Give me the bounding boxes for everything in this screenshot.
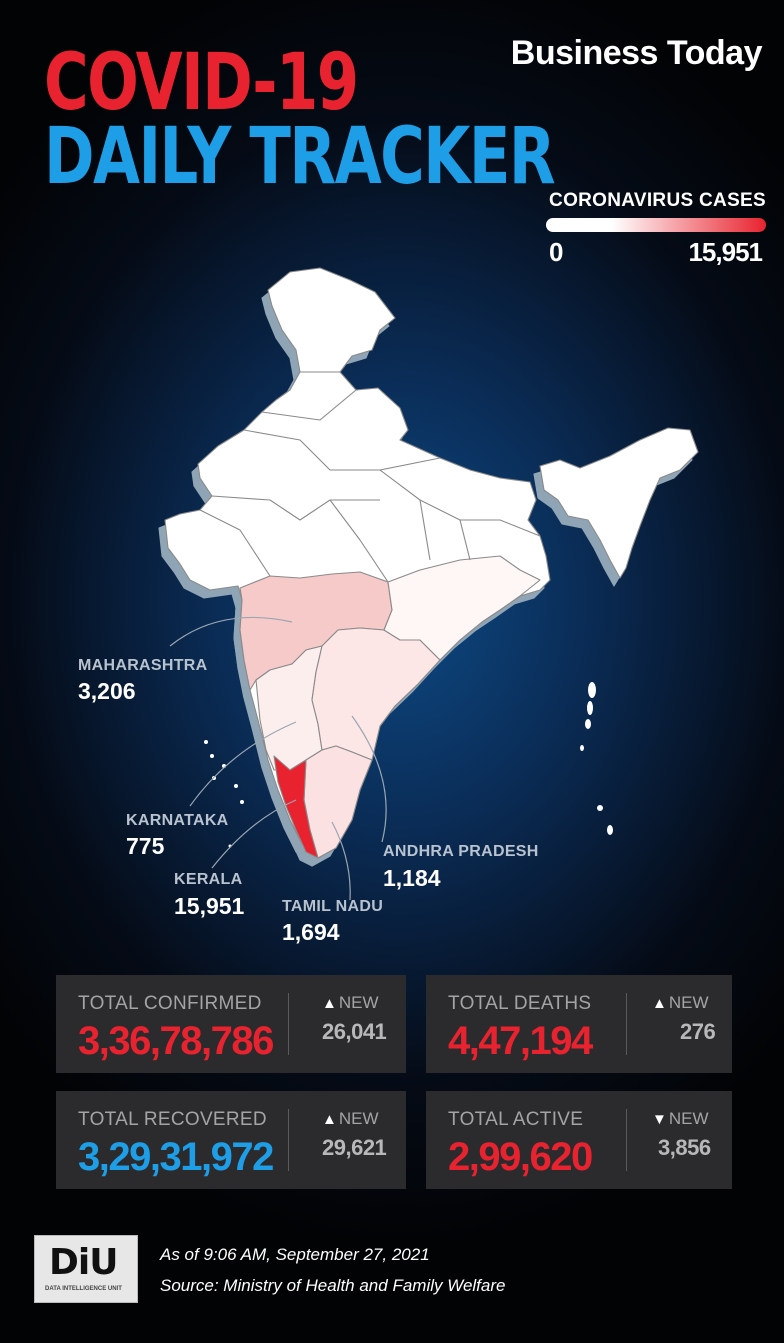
callout-value-tamil-nadu: 1,694 bbox=[282, 919, 340, 945]
new-label: ▲ NEW bbox=[322, 1109, 379, 1128]
state-tamil-nadu bbox=[303, 745, 373, 859]
total-confirmed-new-value: 26,041 bbox=[322, 1019, 387, 1044]
callout-line-karnataka bbox=[189, 721, 297, 807]
callout-line-tamil-nadu bbox=[331, 821, 351, 901]
arrow-up-icon: ▲ bbox=[322, 1111, 337, 1128]
callout-value-maharashtra: 3,206 bbox=[78, 678, 136, 704]
as-of-timestamp: As of 9:06 AM, September 27, 2021 bbox=[160, 1245, 430, 1264]
card-divider bbox=[626, 993, 627, 1055]
total-deaths-label: TOTAL DEATHS bbox=[448, 993, 592, 1014]
total-active-new-value: 3,856 bbox=[658, 1135, 711, 1160]
diu-logo-text: DiU bbox=[49, 1242, 118, 1283]
total-confirmed-value: 3,36,78,786 bbox=[78, 1019, 274, 1063]
legend-title: CORONAVIRUS CASES bbox=[549, 190, 766, 211]
legend-min-value: 0 bbox=[549, 237, 564, 267]
new-label: ▲ NEW bbox=[652, 993, 709, 1012]
india-map bbox=[164, 267, 699, 901]
total-active-label: TOTAL ACTIVE bbox=[448, 1109, 584, 1130]
title-line-1: COVID-19 bbox=[44, 38, 359, 128]
total-active-value: 2,99,620 bbox=[448, 1135, 593, 1179]
callout-line-kerala bbox=[211, 799, 297, 869]
title-line-2: DAILY TRACKER bbox=[44, 112, 556, 202]
state-kerala bbox=[273, 755, 319, 859]
new-label: ▼ NEW bbox=[652, 1109, 709, 1128]
brand-logo: Business Today bbox=[510, 34, 763, 72]
total-confirmed-label: TOTAL CONFIRMED bbox=[78, 993, 262, 1014]
total-recovered-new-value: 29,621 bbox=[322, 1135, 387, 1160]
callout-value-andhra-pradesh: 1,184 bbox=[383, 865, 441, 891]
card-total-confirmed: TOTAL CONFIRMED 3,36,78,786 ▲ NEW 26,041 bbox=[56, 975, 406, 1073]
state-andhra-pradesh bbox=[311, 627, 441, 761]
arrow-up-icon: ▲ bbox=[322, 995, 337, 1012]
source-text: Source: Ministry of Health and Family We… bbox=[160, 1276, 506, 1295]
callout-line-andhra-pradesh bbox=[351, 715, 387, 843]
callout-name-andhra-pradesh: ANDHRA PRADESH bbox=[383, 843, 539, 860]
central-east-states bbox=[383, 555, 541, 661]
legend-max-value: 15,951 bbox=[688, 237, 763, 267]
callout-line-maharashtra bbox=[169, 616, 293, 647]
card-total-active: TOTAL ACTIVE 2,99,620 ▼ NEW 3,856 bbox=[426, 1091, 732, 1189]
diu-logo-subtitle: DATA INTELLIGENCE UNIT bbox=[45, 1286, 122, 1292]
callout-name-maharashtra: MAHARASHTRA bbox=[78, 657, 208, 674]
card-total-deaths: TOTAL DEATHS 4,47,194 ▲ NEW 276 bbox=[426, 975, 732, 1073]
total-recovered-label: TOTAL RECOVERED bbox=[78, 1109, 267, 1130]
total-deaths-value: 4,47,194 bbox=[448, 1019, 593, 1063]
legend-color-scale bbox=[546, 218, 766, 232]
arrow-down-icon: ▼ bbox=[652, 1111, 667, 1128]
callout-name-tamil-nadu: TAMIL NADU bbox=[282, 898, 384, 915]
card-total-recovered: TOTAL RECOVERED 3,29,31,972 ▲ NEW 29,621 bbox=[56, 1091, 406, 1189]
diu-logo: DiU DATA INTELLIGENCE UNIT bbox=[34, 1235, 138, 1303]
callout-value-karnataka: 775 bbox=[126, 833, 165, 859]
total-deaths-new-value: 276 bbox=[680, 1019, 716, 1044]
total-recovered-value: 3,29,31,972 bbox=[78, 1135, 274, 1179]
card-divider bbox=[626, 1109, 627, 1171]
card-divider bbox=[288, 993, 289, 1055]
callout-name-karnataka: KARNATAKA bbox=[126, 812, 229, 829]
callout-name-kerala: KERALA bbox=[174, 871, 243, 888]
arrow-up-icon: ▲ bbox=[652, 995, 667, 1012]
new-label: ▲ NEW bbox=[322, 993, 379, 1012]
andaman-nicobar-islands bbox=[580, 682, 613, 835]
card-divider bbox=[288, 1109, 289, 1171]
northeast-region bbox=[539, 427, 699, 579]
callout-value-kerala: 15,951 bbox=[174, 893, 245, 919]
